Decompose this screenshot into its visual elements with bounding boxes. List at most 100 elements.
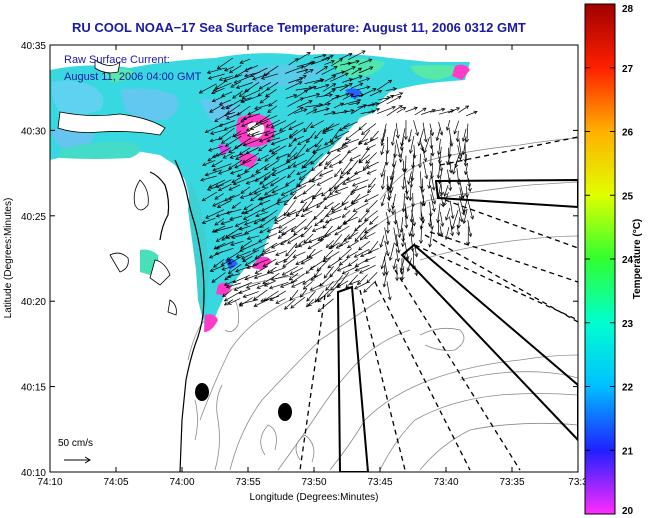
current-vector-head	[217, 187, 223, 191]
current-vector	[448, 127, 453, 147]
current-vector-head	[221, 93, 226, 97]
current-vector	[243, 113, 261, 120]
current-vector	[437, 162, 441, 179]
current-vector-head	[450, 215, 455, 220]
current-vector-head	[364, 258, 369, 263]
current-vector	[348, 102, 360, 106]
current-vector	[234, 159, 252, 169]
current-vector-head	[246, 127, 251, 131]
current-vector-head	[463, 162, 468, 167]
current-vector	[214, 115, 225, 122]
current-vector	[449, 216, 453, 236]
current-vector-head	[234, 145, 239, 149]
current-vector-head	[257, 238, 263, 243]
current-vector-head	[470, 215, 475, 220]
current-vector-head	[380, 185, 385, 190]
current-vector	[285, 242, 298, 257]
current-vector	[312, 108, 330, 114]
current-vector	[458, 195, 465, 215]
current-vector-head	[336, 148, 341, 152]
current-vector-head	[331, 88, 336, 93]
current-vector-head	[345, 92, 350, 97]
current-vector-head	[285, 252, 290, 257]
current-vector	[265, 89, 277, 98]
current-vector-head	[227, 270, 232, 274]
current-vector	[270, 267, 286, 274]
current-vector-head	[339, 102, 345, 107]
current-vector	[341, 194, 350, 206]
current-vector	[239, 58, 251, 64]
current-vector-head	[240, 189, 245, 194]
current-vector	[306, 248, 316, 259]
current-vector	[254, 272, 271, 279]
current-vector	[334, 186, 349, 193]
current-vector	[343, 232, 359, 242]
current-vector	[242, 152, 260, 164]
current-vector	[325, 209, 342, 217]
current-vector-head	[361, 131, 366, 135]
x-tick-label: 74:10	[37, 477, 62, 488]
current-vector-head	[325, 213, 330, 217]
current-vector-head	[242, 142, 247, 147]
current-vector	[393, 153, 395, 167]
current-vector	[367, 102, 379, 107]
current-vector	[446, 153, 452, 165]
current-vector-head	[247, 111, 252, 116]
current-vector-head	[245, 180, 250, 185]
current-vector	[224, 66, 235, 72]
current-vector	[212, 152, 226, 158]
current-vector-head	[348, 281, 354, 286]
current-vector	[430, 185, 436, 204]
current-vector	[408, 171, 412, 185]
current-vector-head	[209, 131, 215, 135]
current-vector-head	[267, 109, 272, 113]
current-vector	[296, 170, 307, 175]
current-vector	[246, 264, 259, 269]
current-vector	[246, 282, 261, 289]
current-vector-head	[289, 296, 294, 301]
current-vector	[368, 240, 379, 254]
current-vector-head	[424, 175, 429, 180]
current-vector	[202, 217, 216, 224]
current-vector-head	[456, 231, 461, 236]
current-vector-head	[419, 225, 424, 230]
current-vector	[440, 193, 444, 207]
current-vector	[252, 73, 270, 80]
current-vector	[285, 94, 297, 99]
current-vector-head	[243, 206, 248, 210]
current-vector	[359, 264, 376, 274]
current-vector	[274, 216, 287, 224]
current-vector	[341, 160, 352, 175]
current-vector	[301, 210, 313, 218]
current-vector	[349, 154, 361, 161]
current-vector	[228, 184, 241, 191]
current-vector	[456, 168, 460, 185]
current-vector-head	[305, 148, 310, 152]
current-vector-head	[413, 106, 418, 111]
current-vector	[324, 139, 334, 146]
current-vector	[351, 67, 362, 75]
current-vector-head	[428, 162, 433, 167]
current-vector-head	[354, 227, 359, 232]
current-vector-head	[461, 137, 466, 142]
current-vector-head	[454, 164, 459, 169]
current-vector-head	[316, 182, 321, 186]
current-vector	[339, 167, 352, 179]
current-vector	[267, 137, 280, 142]
current-vector-head	[213, 228, 219, 233]
current-vector	[382, 169, 386, 190]
current-vector-head	[323, 255, 328, 260]
current-vector-head	[360, 253, 365, 258]
current-vector	[465, 154, 467, 167]
current-vector	[360, 231, 368, 241]
x-tick-label: 74:00	[169, 477, 194, 488]
current-vector	[458, 178, 464, 199]
current-vector-head	[341, 143, 346, 147]
current-vector-head	[435, 137, 440, 142]
current-vector-head	[382, 272, 387, 277]
current-vector	[284, 299, 296, 310]
current-vector-head	[431, 186, 436, 191]
current-vector	[324, 226, 342, 237]
current-vector	[321, 66, 338, 75]
current-vector-head	[275, 252, 280, 256]
